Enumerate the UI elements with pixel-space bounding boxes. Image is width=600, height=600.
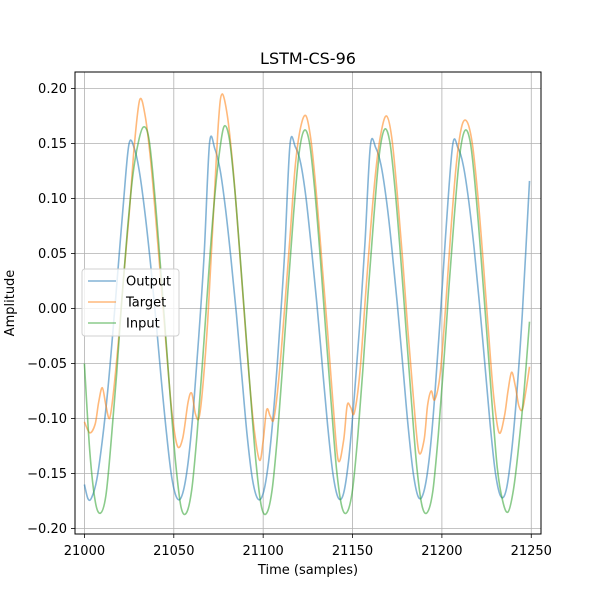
series-line-target xyxy=(83,93,531,463)
x-tick-label: 21050 xyxy=(153,544,194,559)
grid xyxy=(75,72,541,534)
y-tick-label: −0.05 xyxy=(27,357,67,372)
y-tick-label: 0.15 xyxy=(38,137,67,152)
y-tick-label: 0.10 xyxy=(38,192,67,207)
y-tick-label: −0.20 xyxy=(27,522,67,537)
x-tick-label: 21150 xyxy=(332,544,373,559)
x-tick-label: 21100 xyxy=(242,544,283,559)
series-line-input xyxy=(83,124,531,516)
y-tick-label: 0.20 xyxy=(38,82,67,97)
x-tick-label: 21200 xyxy=(421,544,462,559)
y-tick-label: 0.00 xyxy=(38,302,67,317)
legend-label-target: Target xyxy=(125,296,166,311)
legend-label-input: Input xyxy=(126,317,160,332)
chart-title: LSTM-CS-96 xyxy=(260,49,356,68)
y-tick-label: −0.10 xyxy=(27,412,67,427)
x-tick-label: 21000 xyxy=(64,544,105,559)
y-tick-label: −0.15 xyxy=(27,467,67,482)
y-axis-label: Amplitude xyxy=(3,270,18,337)
plot-frame xyxy=(74,71,542,535)
plot-area: 21000 21050 21100 21150 21200 21250 −0.20 −0.1… xyxy=(27,71,552,559)
y-tick-label: 0.05 xyxy=(38,247,67,262)
x-axis-label: Time (samples) xyxy=(257,563,358,578)
x-axis-ticks: 21000 21050 21100 21150 21200 21250 xyxy=(64,534,552,559)
legend-label-output: Output xyxy=(126,275,171,290)
legend-box xyxy=(81,268,180,337)
y-axis-ticks: −0.20 −0.15 −0.10 −0.05 0.00 0.05 0.10 0.15 0.20 xyxy=(27,82,75,537)
x-tick-label: 21250 xyxy=(511,544,552,559)
legend: Output Target Input xyxy=(81,268,180,337)
